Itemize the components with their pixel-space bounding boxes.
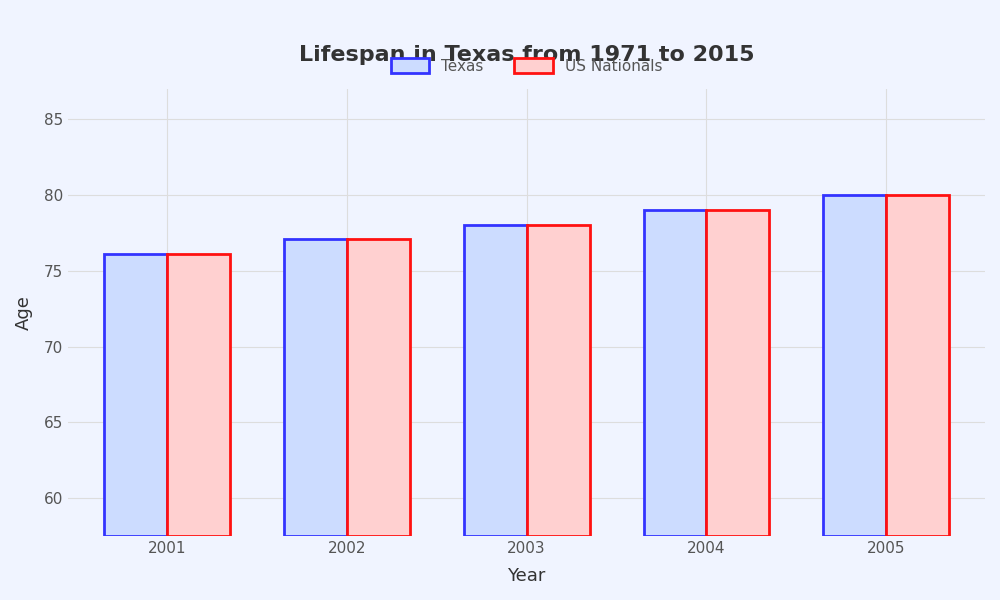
- Y-axis label: Age: Age: [15, 295, 33, 330]
- Bar: [823, 195, 886, 536]
- Bar: [644, 210, 706, 536]
- Bar: [706, 210, 769, 536]
- Bar: [104, 254, 167, 536]
- Bar: [284, 239, 347, 536]
- Bar: [167, 254, 230, 536]
- Title: Lifespan in Texas from 1971 to 2015: Lifespan in Texas from 1971 to 2015: [299, 45, 754, 65]
- Legend: Texas, US Nationals: Texas, US Nationals: [385, 52, 668, 80]
- Bar: [527, 225, 590, 536]
- Bar: [464, 225, 527, 536]
- Bar: [347, 239, 410, 536]
- X-axis label: Year: Year: [507, 567, 546, 585]
- Bar: [886, 195, 949, 536]
